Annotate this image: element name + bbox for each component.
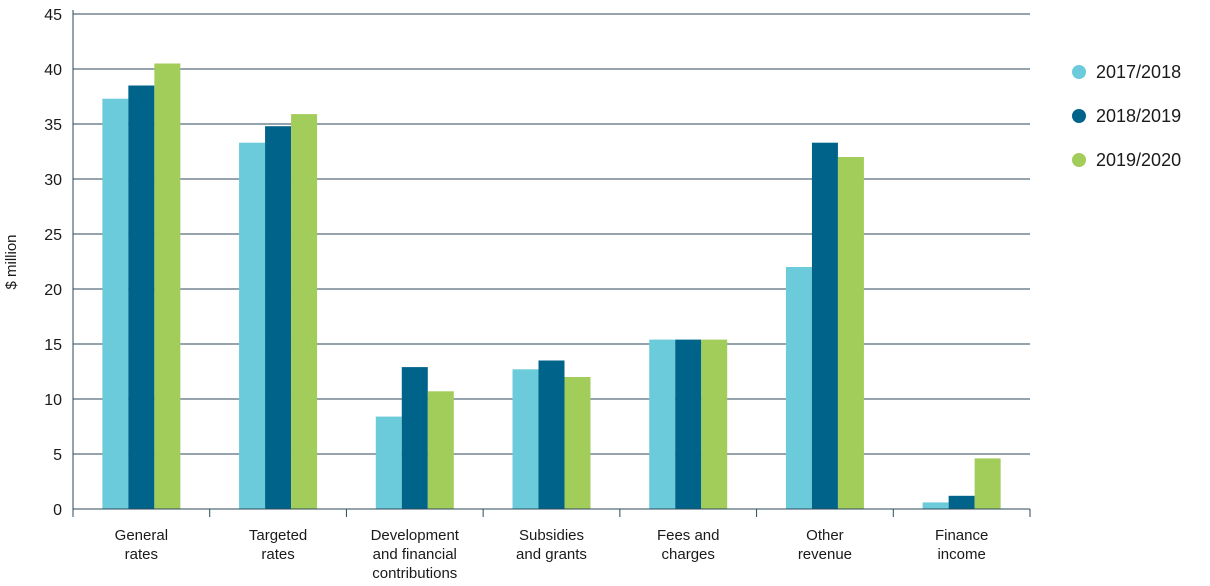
x-tick-label: Targeted	[249, 527, 307, 544]
bar	[675, 339, 702, 509]
bar	[102, 98, 129, 509]
legend-swatch	[1072, 109, 1086, 123]
y-tick-label: 40	[44, 62, 62, 79]
x-tick-label: rates	[261, 546, 294, 563]
y-tick-label: 45	[44, 7, 62, 24]
bar	[401, 367, 428, 509]
x-tick-label: Subsidies	[519, 527, 584, 544]
legend: 2017/2018 2018/2019 2019/2020	[1072, 60, 1181, 192]
legend-label: 2019/2020	[1096, 149, 1182, 170]
legend-swatch	[1072, 153, 1086, 167]
bar	[837, 157, 864, 509]
y-tick-label: 30	[44, 172, 62, 189]
axes	[72, 10, 1031, 517]
x-tick-label: and grants	[516, 546, 587, 563]
y-tick-label: 35	[44, 117, 62, 134]
bar	[128, 85, 155, 509]
bar	[785, 267, 812, 509]
bar	[239, 142, 266, 509]
bar	[427, 391, 454, 509]
bar	[922, 502, 949, 509]
gridlines	[73, 13, 1030, 455]
x-tick-label: revenue	[798, 546, 852, 563]
bar	[538, 360, 565, 509]
bar	[649, 339, 676, 509]
x-tick-label: General	[115, 527, 168, 544]
x-tick-label: Development	[371, 527, 460, 544]
x-tick-label: Other	[806, 527, 844, 544]
y-tick-label: 20	[44, 282, 62, 299]
x-tick-label: Finance	[935, 527, 988, 544]
y-axis-title: $ million	[3, 234, 20, 289]
bar	[811, 142, 838, 509]
bars	[102, 63, 1001, 509]
bar	[512, 369, 539, 509]
x-tick-label: and financial	[373, 546, 457, 563]
bar	[291, 114, 318, 509]
legend-item: 2018/2019	[1072, 104, 1181, 128]
tick-labels: 0 5 10 15 20 25 30 35 40 45 General rates Targeted ra…	[44, 7, 988, 582]
y-tick-label: 15	[44, 337, 62, 354]
x-tick-label: contributions	[372, 565, 457, 582]
y-tick-label: 10	[44, 392, 62, 409]
x-tick-label: income	[937, 546, 985, 563]
bar	[265, 126, 292, 509]
bar	[948, 495, 975, 509]
bar	[701, 339, 728, 509]
legend-item: 2019/2020	[1072, 148, 1181, 172]
y-tick-label: 25	[44, 227, 62, 244]
x-tick-label: rates	[125, 546, 158, 563]
x-tick-label: charges	[662, 546, 715, 563]
legend-label: 2018/2019	[1096, 105, 1182, 126]
legend-swatch	[1072, 65, 1086, 79]
y-tick-label: 0	[53, 502, 62, 519]
bar	[564, 377, 591, 509]
legend-label: 2017/2018	[1096, 61, 1182, 82]
bar	[974, 458, 1001, 509]
legend-item: 2017/2018	[1072, 60, 1181, 84]
bar	[154, 63, 181, 509]
y-tick-label: 5	[53, 447, 62, 464]
bar	[375, 416, 402, 509]
x-tick-label: Fees and	[657, 527, 720, 544]
